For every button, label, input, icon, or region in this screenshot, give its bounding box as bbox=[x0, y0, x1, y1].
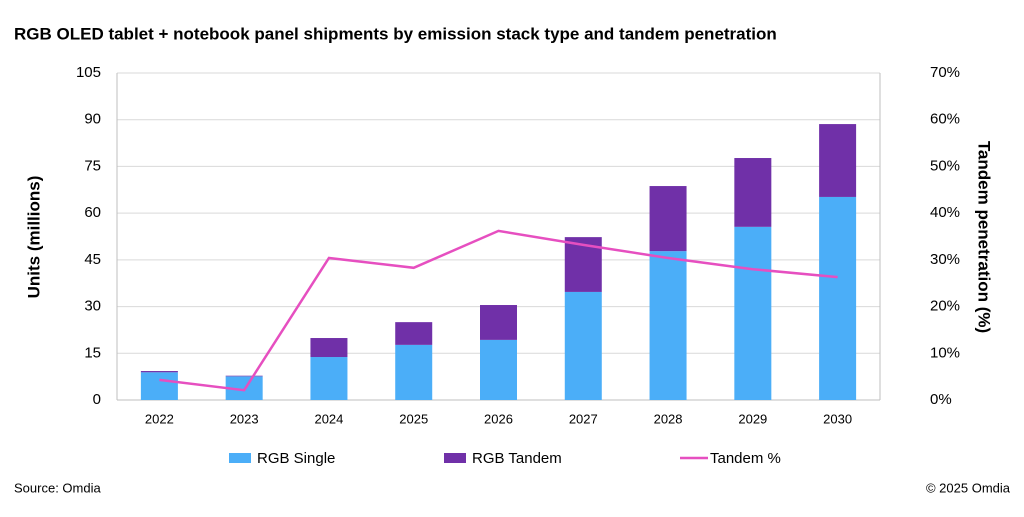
legend-label: RGB Tandem bbox=[472, 450, 562, 467]
y2-tick-label: 10% bbox=[930, 344, 960, 361]
line bbox=[159, 229, 838, 392]
bar-segment bbox=[649, 251, 687, 400]
x-tick-label: 2027 bbox=[569, 411, 598, 426]
copyright: © 2025 Omdia bbox=[926, 480, 1011, 495]
y-axis-title: Units (millions) bbox=[24, 176, 43, 299]
chart-title: RGB OLED tablet + notebook panel shipmen… bbox=[14, 24, 777, 43]
bar-segment bbox=[480, 339, 517, 400]
legend-label: Tandem % bbox=[710, 450, 781, 467]
y2-tick-label: 40% bbox=[930, 204, 960, 221]
bar-segment bbox=[395, 322, 433, 345]
x-tick-label: 2023 bbox=[230, 411, 259, 426]
y2-tick-label: 60% bbox=[930, 111, 960, 128]
y-tick-label: 0 bbox=[93, 391, 101, 408]
x-tick-label: 2024 bbox=[314, 411, 343, 426]
bar-segment bbox=[310, 338, 348, 358]
y2-tick-label: 0% bbox=[930, 391, 952, 408]
y2-tick-label: 70% bbox=[930, 64, 960, 81]
y-tick-label: 105 bbox=[76, 64, 101, 81]
x-tick-label: 2025 bbox=[399, 411, 428, 426]
y2-tick-label: 30% bbox=[930, 251, 960, 268]
y2-tick-label: 20% bbox=[930, 298, 960, 315]
y-tick-label: 30 bbox=[84, 298, 101, 315]
bar-segment bbox=[734, 158, 772, 227]
bar-segment bbox=[564, 291, 602, 400]
legend-swatch bbox=[229, 453, 251, 463]
legend-label: RGB Single bbox=[257, 450, 335, 467]
bar-segment bbox=[819, 196, 857, 400]
bar-segment bbox=[395, 344, 433, 400]
bar-segment bbox=[140, 371, 178, 373]
bar-segment bbox=[480, 305, 517, 340]
source: Source: Omdia bbox=[14, 480, 101, 495]
bar-segment bbox=[734, 226, 772, 400]
y-tick-label: 75 bbox=[84, 157, 101, 174]
y-tick-label: 45 bbox=[84, 251, 101, 268]
y2-axis-title: Tandem penetration (%) bbox=[975, 141, 994, 333]
x-tick-label: 2029 bbox=[738, 411, 767, 426]
x-tick-label: 2028 bbox=[654, 411, 683, 426]
bar-segment bbox=[310, 357, 348, 400]
bar-segment bbox=[140, 372, 178, 400]
y-tick-label: 90 bbox=[84, 111, 101, 128]
x-tick-label: 2022 bbox=[145, 411, 174, 426]
y-tick-label: 60 bbox=[84, 204, 101, 221]
y2-tick-label: 50% bbox=[930, 157, 960, 174]
legend-swatch bbox=[444, 453, 466, 463]
x-tick-label: 2026 bbox=[484, 411, 513, 426]
bar-segment bbox=[819, 124, 857, 197]
bar-segment bbox=[649, 186, 687, 252]
x-tick-label: 2030 bbox=[823, 411, 852, 426]
bar-segment bbox=[225, 375, 263, 377]
y-tick-label: 15 bbox=[84, 344, 101, 361]
